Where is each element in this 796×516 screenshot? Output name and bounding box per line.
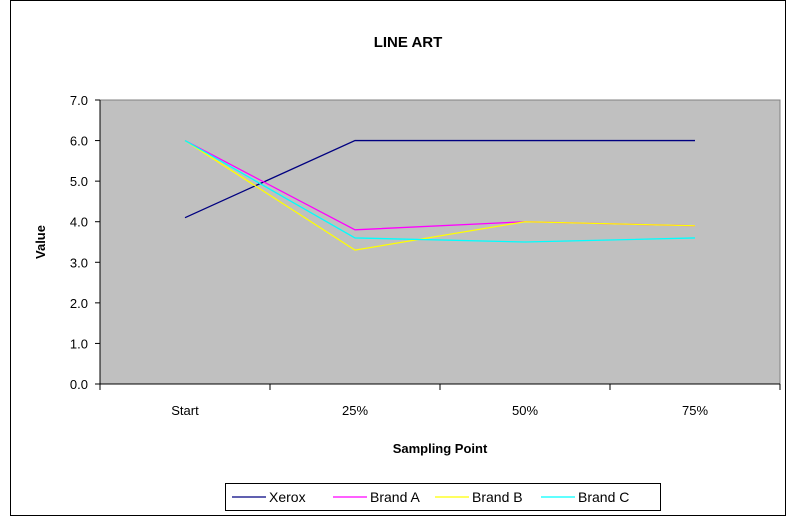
y-tick-label: 3.0 [70, 255, 88, 270]
chart-title: LINE ART [374, 34, 443, 51]
y-tick-label: 7.0 [70, 93, 88, 108]
y-tick-label: 4.0 [70, 215, 88, 230]
x-axis-title: Sampling Point [393, 441, 488, 456]
y-tick-label: 5.0 [70, 174, 88, 189]
tick-labels: 0.0 1.0 2.0 3.0 4.0 5.0 6.0 7.0 Start 25% 50% 75% [70, 93, 709, 418]
legend: Xerox Brand A Brand B Brand C [225, 483, 661, 511]
legend-label: Brand A [370, 489, 420, 505]
series-line-xerox [184, 139, 695, 219]
x-tick-label: 25% [342, 403, 368, 418]
series-line-brand-c [184, 140, 696, 243]
legend-label: Brand B [472, 489, 523, 505]
legend-label: Xerox [269, 489, 306, 505]
y-tick-label: 2.0 [70, 296, 88, 311]
y-tick-label: 0.0 [70, 377, 88, 392]
x-tick-label: 50% [512, 403, 538, 418]
y-tick-label: 1.0 [70, 336, 88, 351]
plot-area [99, 99, 781, 385]
legend-label: Brand C [578, 489, 629, 505]
series-line-brand-b [184, 140, 696, 251]
x-tick-label: Start [171, 403, 199, 418]
y-axis-title: Value [33, 225, 48, 259]
axes [95, 99, 781, 390]
y-tick-label: 6.0 [70, 134, 88, 149]
x-tick-label: 75% [682, 403, 708, 418]
series-layer [184, 139, 696, 251]
